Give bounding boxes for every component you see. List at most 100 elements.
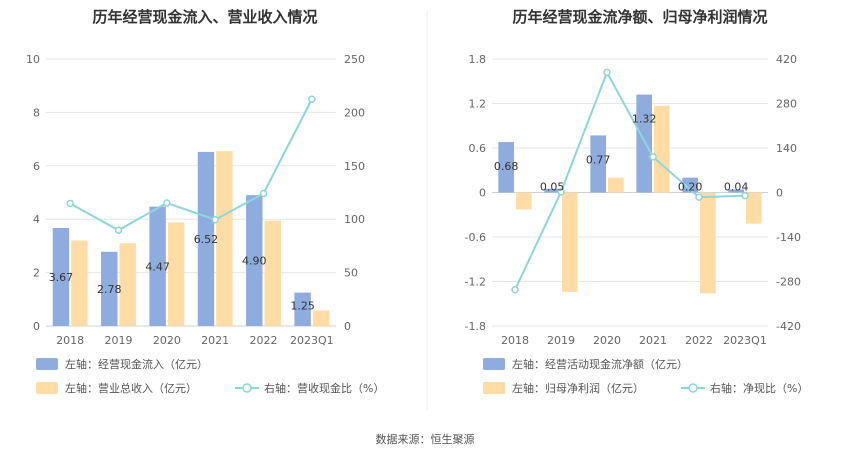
line-point-2020: [163, 199, 171, 207]
line-point-2023Q1: [308, 95, 316, 104]
x-axis-tick-label: 2022: [250, 334, 278, 347]
data-label: 0.68: [494, 160, 519, 173]
bar-primary-2018: [52, 228, 70, 326]
legend-label: 左轴：经营活动现金流净额（亿元）: [512, 357, 688, 371]
chart-title: 历年经营现金流净额、归母净利润情况: [512, 8, 767, 26]
data-label: 0.04: [724, 181, 749, 194]
left-axis-tick-label: 1.8: [469, 53, 487, 66]
right-axis-tick-label: 250: [344, 53, 365, 66]
chart-panel-2: 历年经营现金流净额、归母净利润情况 -1.8 -1.2 -0.6 0 0.6 1.2 1.8 -…: [465, 8, 809, 395]
left-axis-tick-label: 2: [33, 267, 40, 280]
right-axis-tick-label: -140: [776, 231, 801, 244]
line-point-2022: [695, 193, 703, 202]
left-axis-tick-label: 0: [33, 320, 40, 333]
bar-secondary-2022: [264, 220, 281, 326]
bar-secondary-2020: [608, 177, 624, 193]
x-axis-tick-label: 2023Q1: [290, 334, 334, 347]
left-axis-tick-label: 1.2: [469, 98, 487, 111]
legend-item: 左轴：归母净利润（亿元）: [483, 381, 644, 395]
chart-title: 历年经营现金流入、营业收入情况: [92, 8, 317, 26]
line-series: [69, 98, 313, 232]
x-axis-tick-label: 2019: [105, 334, 133, 347]
x-axis-tick-label: 2020: [593, 334, 621, 347]
bar-secondary-2018: [516, 192, 532, 210]
line-point-2018: [66, 199, 74, 208]
data-label: 0.77: [586, 153, 611, 166]
bar-secondary-2023Q1: [746, 192, 762, 224]
data-label: 4.47: [145, 260, 170, 273]
right-axis-tick-label: -420: [776, 320, 801, 333]
legend-item: 右轴：营收现金比（%）: [235, 381, 384, 395]
legend-swatch: [36, 358, 58, 370]
bar-primary-2022: [246, 195, 263, 326]
data-label: 0.20: [678, 181, 703, 194]
left-axis-tick-label: -0.6: [465, 231, 486, 244]
data-label: 0.05: [540, 181, 565, 194]
line-series: [514, 69, 746, 291]
bar-secondary-2018: [71, 240, 88, 326]
legend-item: 左轴：经营活动现金流净额（亿元）: [483, 357, 688, 371]
x-axis-tick-label: 2023Q1: [723, 334, 767, 347]
bar-primary-2023Q1: [294, 292, 311, 326]
bar-secondary-2019: [119, 243, 136, 326]
x-axis-tick-label: 2022: [685, 334, 713, 347]
bar-secondary-2019: [562, 192, 578, 292]
left-axis-tick-label: 0.6: [469, 142, 487, 155]
left-axis-tick-label: 8: [33, 106, 40, 119]
legend-swatch: [483, 382, 505, 394]
bar-secondary-2020: [167, 222, 185, 326]
line-point-2021: [211, 215, 219, 224]
chart-panel-1: 历年经营现金流入、营业收入情况0246810050100150200250201…: [26, 8, 384, 395]
data-label: 2.78: [97, 283, 122, 296]
legend-swatch-marker: [242, 383, 252, 393]
bar-primary-2018: [498, 142, 514, 193]
bar-primary-2020: [149, 206, 166, 326]
right-axis-tick-label: 0: [776, 187, 783, 200]
right-axis-tick-label: 200: [344, 106, 365, 119]
right-axis-tick-label: 280: [776, 98, 797, 111]
line-point-2018: [511, 286, 519, 294]
bar-secondary-2023Q1: [312, 310, 330, 326]
legend-item: 左轴：营业总收入（亿元）: [36, 381, 197, 395]
bar-secondary-2021: [216, 151, 233, 326]
line-point-2019: [114, 226, 123, 234]
left-axis-tick-label: 4: [33, 213, 40, 226]
data-label: 4.90: [242, 255, 267, 268]
right-axis-tick-label: 50: [344, 267, 358, 280]
bar-secondary-2022: [700, 192, 716, 294]
data-label: 6.52: [194, 233, 219, 246]
legend-swatch: [483, 358, 505, 370]
right-axis-tick-label: 0: [344, 320, 351, 333]
bar-primary-2020: [590, 135, 606, 193]
data-source-footer: 数据来源：恒生聚源: [376, 432, 475, 446]
left-axis-tick-label: -1.2: [465, 276, 486, 289]
x-axis-tick-label: 2021: [639, 334, 667, 347]
x-axis-tick-label: 2018: [501, 334, 529, 347]
data-label: 1.32: [632, 113, 657, 126]
left-axis-tick-label: 0: [479, 187, 486, 200]
bar-primary-2023Q1: [728, 189, 744, 193]
data-label: 3.67: [49, 271, 74, 284]
legend-label: 左轴：归母净利润（亿元）: [512, 381, 644, 395]
legend-label: 右轴：营收现金比（%）: [264, 381, 384, 395]
line-point-2022: [259, 189, 268, 198]
bar-primary-2021: [636, 94, 652, 193]
right-axis-tick-label: 100: [344, 213, 365, 226]
bar-primary-2019: [101, 251, 118, 326]
x-axis-tick-label: 2018: [56, 334, 84, 347]
x-axis-tick-label: 2020: [153, 334, 181, 347]
right-axis-tick-label: 420: [776, 53, 797, 66]
line-point-2021: [649, 153, 657, 161]
right-axis-tick-label: 150: [344, 160, 365, 173]
data-label: 1.25: [290, 300, 315, 313]
left-axis-tick-label: 10: [26, 53, 40, 66]
right-axis-tick-label: -280: [776, 276, 801, 289]
left-axis-tick-label: 6: [33, 160, 40, 173]
legend-swatch: [36, 382, 58, 394]
legend-label: 左轴：营业总收入（亿元）: [65, 381, 197, 395]
x-axis-tick-label: 2021: [201, 334, 229, 347]
legend-swatch-marker: [688, 383, 698, 393]
legend-label: 左轴：经营现金流入（亿元）: [65, 357, 208, 371]
x-axis-tick-label: 2019: [547, 334, 575, 347]
